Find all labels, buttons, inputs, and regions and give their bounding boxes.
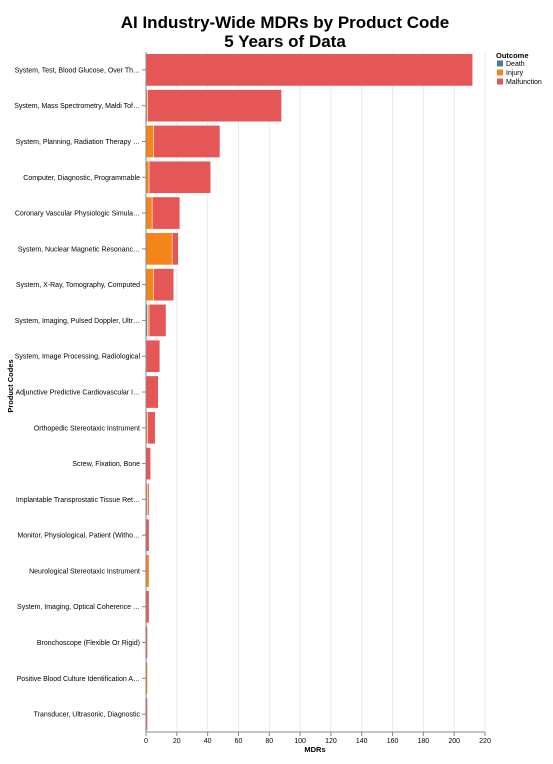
y-tick-label: System, Image Processing, Radiological [15,354,141,361]
y-tick-label: System, Mass Spectrometry, Maldi Tof… [14,103,140,110]
x-tick-label: 80 [265,738,273,745]
y-tick-label: System, Test, Blood Glucose, Over Th… [15,67,140,74]
bar-injury-4 [145,196,153,230]
bar-injury-5 [145,232,173,266]
x-tick-label: 160 [387,738,399,745]
y-axis: System, Test, Blood Glucose, Over Th… Sys… [14,52,147,732]
y-tick-label: Monitor, Physiological, Patient (Witho… [17,533,140,540]
y-tick-label: Neurological Stereotaxic Instrument [29,568,140,575]
chart-title-line-2: 5 Years of Data [224,32,346,51]
bar-malfunction-10 [147,411,156,445]
x-tick-label: 200 [448,738,460,745]
x-tick-label: 220 [479,738,491,745]
y-tick-label: Positive Blood Culture Identification A… [17,676,140,683]
legend-title: Outcome [496,51,529,60]
y-tick-label: System, X-Ray, Tomography, Computed [16,282,140,289]
chart-title-line-1: AI Industry-Wide MDRs by Product Code [121,13,450,32]
y-tick-label: System, Imaging, Optical Coherence … [17,604,140,611]
y-tick-label: Bronchoscope (Flexible Or Rigid) [37,640,140,647]
x-tick-label: 180 [418,738,430,745]
bar-malfunction-12 [147,483,150,516]
y-tick-label: Screw, Fixation, Bone [72,461,140,468]
legend-swatch-death [497,60,503,67]
y-axis-title: Product Codes [6,359,15,412]
x-tick-label: 20 [173,738,181,745]
y-tick-label: System, Nuclear Magnetic Resonanc… [18,246,140,253]
y-tick-label: Coronary Vascular Physiologic Simula… [15,211,140,218]
bar-malfunction-1 [147,89,282,123]
bar-malfunction-4 [151,196,181,230]
x-tick-label: 120 [325,738,337,745]
x-tick-label: 100 [294,738,306,745]
y-tick-label: Implantable Transprostatic Tissue Ret… [16,497,140,504]
y-tick-label: Computer, Diagnostic, Programmable [23,175,140,182]
bars [145,53,473,731]
legend-label-injury: Injury [506,70,524,77]
y-tick-label: Transducer, Ultrasonic, Diagnostic [34,712,141,719]
x-tick-label: 0 [144,738,148,745]
x-axis: 0 20 40 60 80 100 120 140 160 180 200 220 [144,731,491,745]
y-tick-label: Adjunctive Predictive Cardiovascular I… [16,390,141,397]
x-axis-title: MDRs [304,745,325,754]
y-tick-label: System, Imaging, Pulsed Doppler, Ultr… [15,318,140,325]
bar-injury-6 [145,268,154,301]
y-tick-label: System, Planning, Radiation Therapy … [16,139,140,146]
bar-malfunction-3 [148,160,211,194]
bar-malfunction-6 [153,268,174,301]
legend-swatch-malfunction [497,78,503,85]
bar-injury-2 [145,125,154,158]
y-tick-label: Orthopedic Stereotaxic Instrument [34,425,140,432]
x-tick-label: 60 [235,738,243,745]
bar-malfunction-9 [145,375,159,409]
bar-malfunction-8 [145,339,161,373]
bar-malfunction-2 [153,125,221,158]
bar-malfunction-7 [148,304,167,337]
bar-malfunction-0 [145,53,473,87]
x-tick-label: 40 [204,738,212,745]
bar-malfunction-11 [145,447,151,480]
x-tick-label: 140 [356,738,368,745]
legend-swatch-injury [497,69,503,76]
legend-label-death: Death [506,61,525,68]
legend-label-malfunction: Malfunction [506,79,542,86]
bar-malfunction-5 [171,232,179,266]
legend: Outcome Death Injury Malfunction [496,51,542,86]
